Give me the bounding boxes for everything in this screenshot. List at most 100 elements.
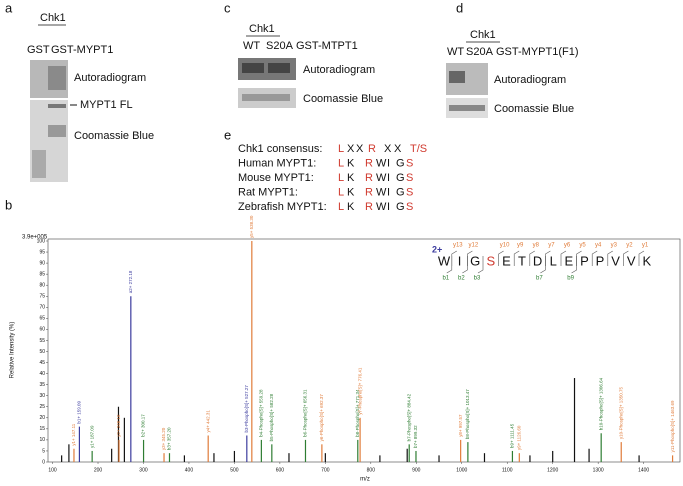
y-ion-bracket: [560, 250, 567, 266]
y-tick-label: 60: [39, 327, 45, 333]
peak-label: y6-Phospho[S]+ 692.37: [319, 394, 324, 442]
y-tick-label: 100: [37, 238, 46, 244]
y-tick-label: 90: [39, 260, 45, 266]
y-ion-bracket: [591, 250, 598, 266]
peak-label: b6-Phospho[S]+ 656.31: [303, 389, 308, 437]
y-axis-title: Relative Intensity (%): [10, 322, 16, 379]
residue: S: [406, 172, 413, 184]
residue: I: [387, 201, 390, 213]
band-label: Autoradiogram: [494, 74, 566, 86]
peak-label: b3+ 357.20: [167, 427, 172, 450]
gel-band: [449, 105, 485, 111]
x-tick-label: 300: [139, 467, 148, 473]
peak-label: y9+ 1126.60: [517, 425, 522, 450]
y-tick-label: 35: [39, 382, 45, 388]
b-ion-label: b9: [567, 276, 574, 282]
residue: L: [338, 172, 344, 184]
residue: K: [347, 172, 355, 184]
panel-label: d: [456, 0, 463, 15]
gel-band: [449, 71, 465, 83]
sequence-residue: V: [627, 253, 636, 268]
peak-label: b2+ 300.17: [141, 414, 146, 437]
peak-label: y2+ 246.16: [116, 414, 121, 437]
row-name: Human MYPT1:: [238, 157, 316, 169]
x-tick-label: 1000: [456, 467, 467, 473]
peak-label: b1+ 159.09: [77, 400, 82, 423]
lane-label: GST: [27, 44, 50, 56]
peak-label: b7+ 899.32: [413, 425, 418, 448]
x-tick-label: 1300: [593, 467, 604, 473]
residue: L: [338, 201, 344, 213]
peak-label: b9+ 1111.45: [510, 423, 515, 448]
peak-label: y11-Phospho[S]+ 1463.69: [670, 400, 675, 452]
residue: G: [396, 201, 405, 213]
x-tick-label: 600: [276, 467, 285, 473]
peak-label: y4+ 442.31: [205, 410, 210, 433]
residue: R: [365, 172, 373, 184]
peak-label: a2+ 272.18: [128, 270, 133, 293]
y-ion-bracket: [529, 250, 535, 266]
y-tick-label: 70: [39, 305, 45, 311]
gel-images: [30, 24, 500, 182]
residue: X: [384, 143, 392, 155]
x-axis-title: m/z: [360, 477, 370, 483]
y-tick-label: 40: [39, 371, 45, 377]
band-label: Autoradiogram: [303, 64, 375, 76]
residue: G: [396, 157, 405, 169]
y-tick-label: 50: [39, 349, 45, 355]
sequence-residue: I: [458, 253, 462, 268]
sequence-residue: V: [611, 253, 620, 268]
panel-label: c: [224, 0, 231, 15]
residue: K: [347, 157, 355, 169]
x-tick-label: 1400: [638, 467, 649, 473]
b-ion-label: b7: [536, 276, 543, 282]
residue: S: [406, 157, 413, 169]
b-ion-label: b3: [474, 276, 481, 282]
residue: W: [376, 186, 387, 198]
residue: K: [347, 201, 355, 213]
scale-note: 3.9e+005: [22, 235, 48, 241]
y-ion-bracket: [623, 250, 629, 266]
y-tick-label: 15: [39, 426, 45, 432]
y-ion-label: y8: [533, 243, 540, 249]
y-ion-label: y1: [642, 243, 649, 249]
y-ion-label: y2: [626, 243, 633, 249]
y-ion-label: y10: [500, 243, 510, 249]
x-tick-label: 100: [48, 467, 57, 473]
y-tick-label: 55: [39, 338, 45, 344]
x-tick-label: 200: [94, 467, 103, 473]
b-ion-label: b1: [442, 276, 449, 282]
y-tick-label: 10: [39, 437, 45, 443]
residue: K: [347, 186, 355, 198]
x-tick-label: 500: [230, 467, 239, 473]
sequence-residue: S: [486, 253, 495, 268]
lane-label: GST-MYPT1: [51, 44, 113, 56]
peak-label: y10-Phospho[S]+ 1350.75: [618, 386, 623, 439]
residue: L: [338, 143, 344, 155]
peak-label: b8-Phospho[S]+ 1013.47: [465, 389, 470, 439]
x-tick-label: 1100: [502, 467, 513, 473]
lane-label: WT: [243, 40, 260, 52]
y-tick-label: 95: [39, 249, 45, 255]
b-ion-bracket: [540, 256, 546, 274]
residue: I: [387, 186, 390, 198]
residue: X: [394, 143, 402, 155]
peak-label: b5-Phospho[S]+ 582.28: [269, 393, 274, 441]
gel-band: [48, 125, 66, 137]
header: Chk1: [40, 12, 66, 24]
peak-label: y1+ 187.09: [89, 425, 94, 448]
residue: R: [365, 201, 373, 213]
plot-frame: [47, 238, 681, 463]
y-ion-label: y7: [548, 243, 555, 249]
band-label: Coomassie Blue: [74, 130, 154, 142]
peak-label: y7-Phospho[S]+ 776.41: [357, 367, 362, 415]
y-ion-bracket: [513, 250, 520, 266]
gel-band: [32, 150, 46, 178]
lane-label: WT: [447, 46, 464, 58]
y-tick-label: 75: [39, 294, 45, 300]
y-ion-label: y5: [579, 243, 586, 249]
peak-label: y5+ 538.30: [249, 215, 254, 238]
y-tick-label: 5: [42, 448, 45, 454]
gel-band: [48, 104, 66, 108]
